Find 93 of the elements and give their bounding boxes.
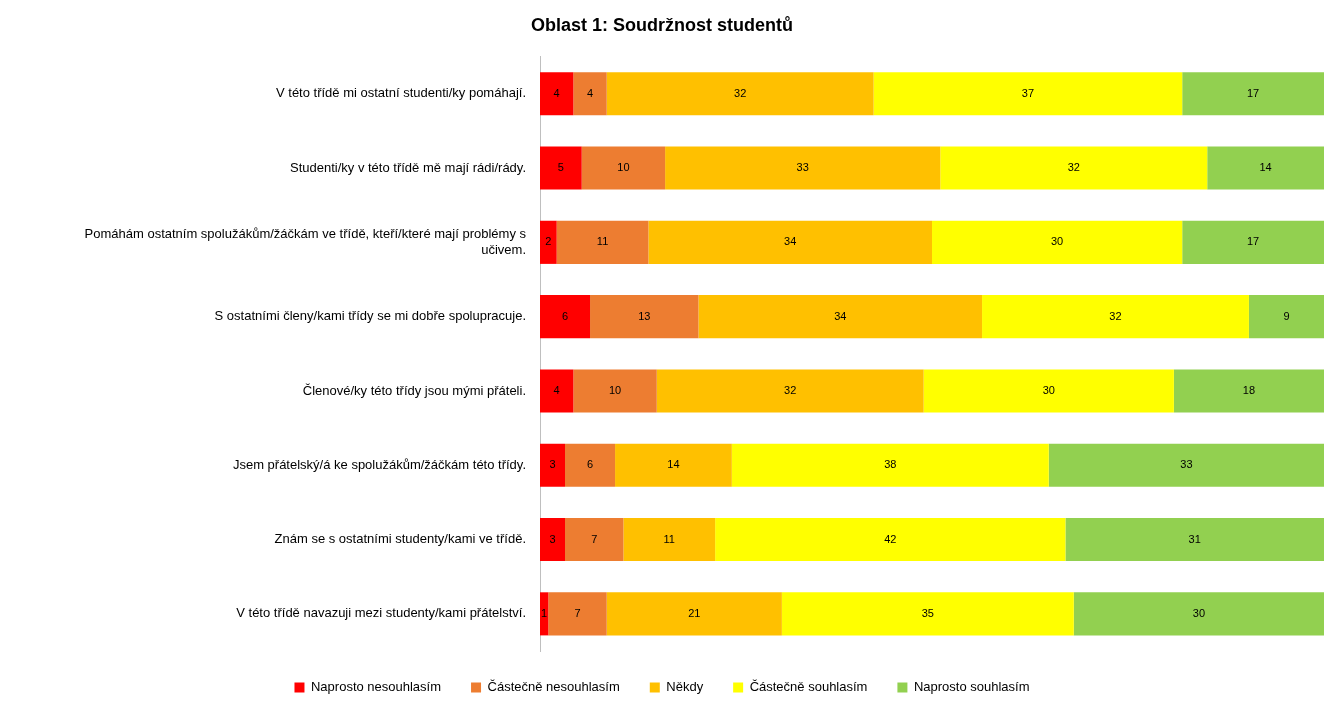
data-label: 4 xyxy=(553,383,560,396)
bar xyxy=(1173,369,1324,413)
bar xyxy=(540,369,574,413)
bar xyxy=(1073,592,1324,636)
bar xyxy=(731,443,1049,487)
data-label: 32 xyxy=(1109,309,1122,322)
data-label: 2 xyxy=(545,235,552,248)
bar xyxy=(1048,443,1324,487)
bar xyxy=(540,220,557,264)
data-label: 21 xyxy=(688,606,701,619)
data-label: 30 xyxy=(1042,383,1055,396)
y-tick-label: Znám se s ostatními studenty/kami ve třídě. xyxy=(274,531,526,547)
bar xyxy=(556,220,649,264)
bar xyxy=(540,518,566,562)
bar xyxy=(581,146,666,190)
data-label: 4 xyxy=(586,86,594,99)
data-label: 38 xyxy=(884,458,897,471)
data-label: 14 xyxy=(1259,161,1272,174)
bar xyxy=(781,592,1074,636)
bar xyxy=(565,443,616,487)
y-tick-label: Studenti/ky v této třídě mě mají rádi/rády. xyxy=(289,159,526,175)
data-label: 10 xyxy=(608,383,622,396)
bar xyxy=(982,295,1249,339)
data-label: 11 xyxy=(663,532,675,545)
data-label: 6 xyxy=(561,309,569,322)
data-label: 4 xyxy=(553,86,560,99)
y-tick-label: V této třídě mi ostatní studenti/ky pomáhají. xyxy=(275,85,526,101)
data-label: 32 xyxy=(784,383,797,396)
bar xyxy=(623,518,716,562)
bar xyxy=(606,72,874,116)
data-label: 18 xyxy=(1242,383,1256,396)
bar xyxy=(565,518,624,562)
data-label: 9 xyxy=(1283,309,1290,322)
bar xyxy=(590,295,699,339)
data-label: 17 xyxy=(1246,86,1260,99)
bar xyxy=(715,518,1066,562)
bar xyxy=(648,220,932,264)
data-label: 7 xyxy=(574,606,581,619)
data-label: 30 xyxy=(1050,235,1064,248)
bar xyxy=(932,220,1183,264)
bar xyxy=(923,369,1174,413)
bar xyxy=(548,592,607,636)
bar xyxy=(615,443,732,487)
data-label: 17 xyxy=(1246,235,1260,248)
data-label: 33 xyxy=(796,161,809,174)
bar xyxy=(1182,72,1324,116)
bar xyxy=(1248,295,1324,339)
legend-label: Někdy xyxy=(666,679,704,695)
y-tick-label: Členové/ky této třídy jsou mými přáteli. xyxy=(302,382,526,398)
y-tick-label: Pomáhám ostatním spolužákům/žáčkám ve třídě, kteří/které mají problémy s učivem. xyxy=(84,226,527,257)
data-label: 37 xyxy=(1021,86,1035,99)
y-tick-label: V této třídě navazuji mezi studenty/kami přátelství. xyxy=(236,605,526,621)
legend-label: Částečně nesouhlasím xyxy=(487,679,620,695)
data-label: 5 xyxy=(557,161,564,174)
bar xyxy=(606,592,782,636)
data-label: 31 xyxy=(1188,532,1201,545)
bar xyxy=(1065,518,1324,562)
data-label: 30 xyxy=(1192,606,1206,619)
bar xyxy=(1207,146,1324,190)
legend-label: Naprosto souhlasím xyxy=(913,679,1030,695)
data-label: 6 xyxy=(586,458,594,471)
bar xyxy=(873,72,1183,116)
bar xyxy=(540,295,591,339)
bar xyxy=(540,146,582,190)
data-label: 32 xyxy=(1067,161,1080,174)
data-label: 13 xyxy=(638,309,651,322)
data-label: 1 xyxy=(541,606,548,619)
data-label: 3 xyxy=(549,532,556,545)
y-tick-label: Jsem přátelský/á ke spolužákům/žáčkám této třídy. xyxy=(232,456,526,472)
data-label: 3 xyxy=(549,458,556,471)
bar xyxy=(665,146,941,190)
data-label: 14 xyxy=(667,458,680,471)
legend-label: Částečně souhlasím xyxy=(749,679,868,695)
bar xyxy=(540,72,574,116)
data-label: 11 xyxy=(596,235,609,248)
chart-title: Oblast 1: Soudržnost studentů xyxy=(530,14,794,35)
bar xyxy=(573,72,607,116)
y-tick-label: S ostatními členy/kami třídy se mi dobře spolupracuje. xyxy=(214,308,526,324)
data-label: 34 xyxy=(834,309,847,322)
data-label: 42 xyxy=(884,532,897,545)
bar xyxy=(698,295,983,339)
legend-label: Naprosto nesouhlasím xyxy=(310,679,442,695)
data-label: 34 xyxy=(784,235,797,248)
bar xyxy=(540,443,566,487)
data-label: 7 xyxy=(591,532,598,545)
bar xyxy=(656,369,924,413)
data-label: 33 xyxy=(1180,458,1193,471)
data-label: 35 xyxy=(921,606,934,619)
data-label: 32 xyxy=(734,86,747,99)
bar xyxy=(1182,220,1324,264)
data-label: 10 xyxy=(617,161,630,174)
bar xyxy=(940,146,1208,190)
bar xyxy=(573,369,657,413)
